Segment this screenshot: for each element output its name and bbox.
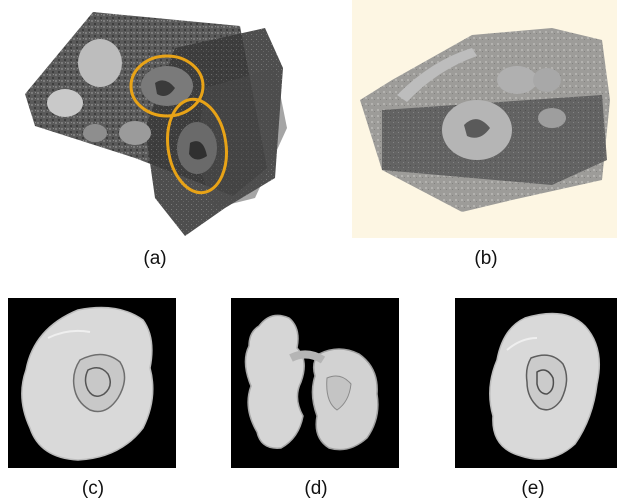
caption-a: (a) <box>143 248 167 269</box>
caption-c: (c) <box>81 478 105 499</box>
caption-d: (d) <box>304 478 328 499</box>
kidney-highlight-ellipse-lower <box>166 97 228 195</box>
panel-b-registered-slices-image <box>352 0 617 238</box>
caption-b: (b) <box>474 248 498 269</box>
panel-e-kidney-render-image <box>455 298 617 468</box>
kidney-highlight-ellipse-upper <box>129 54 205 118</box>
panel-c-kidney-render-image <box>8 298 176 468</box>
panel-a-ct-slices-image <box>25 8 300 240</box>
caption-e: (e) <box>521 478 545 499</box>
panel-d-segmentation-render-image <box>231 298 399 468</box>
